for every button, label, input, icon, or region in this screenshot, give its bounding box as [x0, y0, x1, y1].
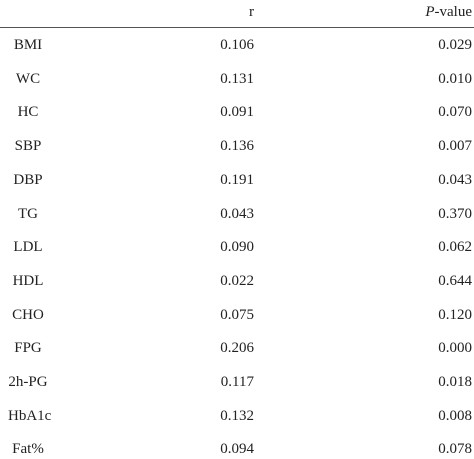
header-p-italic: P: [425, 4, 435, 20]
row-label: 2h-PG: [8, 374, 48, 390]
row-label: TG: [18, 205, 38, 222]
p-value: 0.008: [438, 407, 472, 424]
row-label: Fat%: [12, 441, 44, 458]
r-value: 0.043: [220, 205, 254, 222]
p-value: 0.070: [438, 104, 472, 121]
row-label: HbA1c: [8, 407, 52, 424]
r-value: 0.191: [220, 171, 254, 188]
header-r: r: [249, 4, 254, 20]
r-value: 0.106: [220, 37, 254, 53]
p-value: 0.029: [438, 37, 472, 53]
r-value: 0.091: [220, 104, 254, 121]
row-label: WC: [15, 70, 41, 87]
r-value: 0.094: [220, 441, 254, 458]
r-value: 0.090: [220, 239, 254, 256]
row-label: BMI: [13, 37, 43, 53]
p-value: 0.000: [438, 340, 472, 357]
p-value: 0.078: [438, 441, 472, 458]
p-value: 0.007: [438, 138, 472, 155]
row-label: LDL: [13, 239, 43, 256]
row-label: FPG: [14, 340, 42, 357]
p-value: 0.010: [438, 70, 472, 87]
r-value: 0.131: [220, 70, 254, 87]
r-value: 0.117: [220, 374, 254, 390]
r-value: 0.022: [220, 272, 254, 289]
p-value: 0.370: [438, 205, 472, 222]
p-value: 0.062: [438, 239, 472, 256]
header-p-rest: -value: [434, 4, 472, 20]
row-label: HDL: [12, 272, 44, 289]
r-value: 0.206: [220, 340, 254, 357]
header-p-value: P-value: [360, 3, 472, 21]
row-label: CHO: [12, 306, 44, 323]
r-value: 0.136: [220, 138, 254, 155]
p-value: 0.644: [438, 272, 472, 289]
p-value: 0.043: [438, 171, 472, 188]
row-label: SBP: [14, 138, 42, 155]
header-rule: [0, 27, 474, 28]
row-label: HC: [17, 104, 39, 121]
r-value: 0.132: [220, 407, 254, 424]
row-label: DBP: [13, 171, 43, 188]
p-value: 0.018: [438, 374, 472, 390]
p-value: 0.120: [438, 306, 472, 323]
r-value: 0.075: [220, 306, 254, 323]
